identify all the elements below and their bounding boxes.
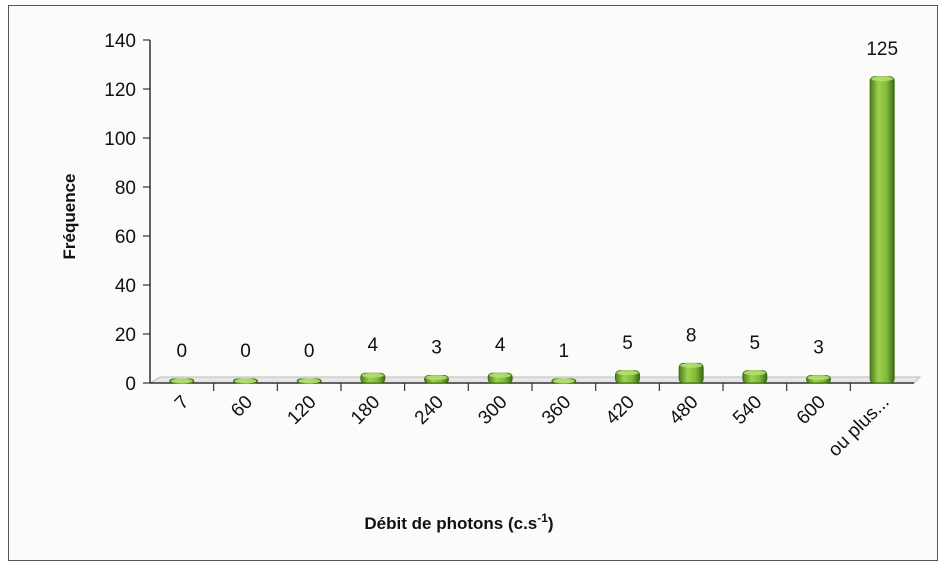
y-tick-label: 20 — [115, 325, 136, 346]
data-label: 3 — [431, 338, 442, 359]
data-labels: 0 0 0 4 3 4 1 5 8 5 3 125 — [177, 39, 898, 362]
data-label: 4 — [495, 335, 506, 356]
data-label: 8 — [686, 325, 697, 346]
x-tick-label: 480 — [665, 392, 702, 429]
bar — [806, 375, 831, 384]
y-tick-labels: 0 20 40 60 80 100 120 140 — [104, 31, 136, 395]
y-tick-label: 40 — [115, 276, 136, 297]
x-tick-label: 420 — [602, 392, 639, 429]
x-axis-title: Débit de photons (c.s-1) — [364, 511, 553, 533]
data-label: 0 — [240, 341, 251, 362]
chart-frame: 0 0 0 4 3 4 1 5 8 5 3 125 0 20 40 60 80 100 120 140 7 60 120… — [8, 5, 938, 561]
data-label: 4 — [368, 335, 379, 356]
bar — [742, 370, 768, 384]
bar — [678, 362, 704, 384]
chart-floor — [148, 376, 922, 384]
y-axis-title: Fréquence — [60, 174, 79, 260]
x-tick-label: 360 — [538, 392, 575, 429]
x-tick-label: 600 — [793, 392, 830, 429]
y-tick-label: 140 — [104, 31, 136, 52]
x-tick-label: 60 — [227, 392, 257, 422]
bar — [233, 378, 258, 384]
y-tick-label: 0 — [125, 374, 136, 395]
bar — [615, 370, 640, 384]
data-label: 5 — [622, 333, 633, 354]
x-axis-title-sup: -1 — [537, 511, 548, 525]
axes — [143, 39, 914, 391]
bar — [296, 378, 322, 384]
x-tick-label: 120 — [283, 392, 320, 429]
floor-plane — [148, 376, 922, 384]
y-tick-label: 100 — [104, 129, 136, 150]
bar — [169, 378, 195, 384]
x-axis-title-end: ) — [548, 514, 554, 533]
data-label: 0 — [177, 341, 188, 362]
x-tick-label: 540 — [729, 392, 766, 429]
x-tick-label: ou plus... — [824, 392, 893, 461]
bars — [169, 76, 895, 384]
data-label: 0 — [304, 341, 315, 362]
histogram-chart: 0 0 0 4 3 4 1 5 8 5 3 125 0 20 40 60 80 100 120 140 7 60 120… — [60, 31, 922, 533]
x-tick-label: 7 — [171, 392, 193, 414]
y-tick-label: 120 — [104, 80, 136, 101]
data-label: 125 — [866, 39, 898, 60]
y-tick-label: 80 — [115, 178, 136, 199]
bar — [360, 372, 386, 384]
data-label: 3 — [813, 338, 824, 359]
data-label: 5 — [750, 333, 761, 354]
bar — [869, 76, 895, 384]
bar — [424, 375, 449, 384]
bar — [551, 378, 577, 384]
bar — [487, 372, 513, 384]
y-tick-label: 60 — [115, 227, 136, 248]
x-tick-label: 300 — [474, 392, 511, 429]
x-axis-title-main: Débit de photons (c.s — [364, 514, 537, 533]
x-tick-label: 180 — [347, 392, 384, 429]
x-tick-label: 240 — [411, 392, 448, 429]
data-label: 1 — [559, 341, 570, 362]
